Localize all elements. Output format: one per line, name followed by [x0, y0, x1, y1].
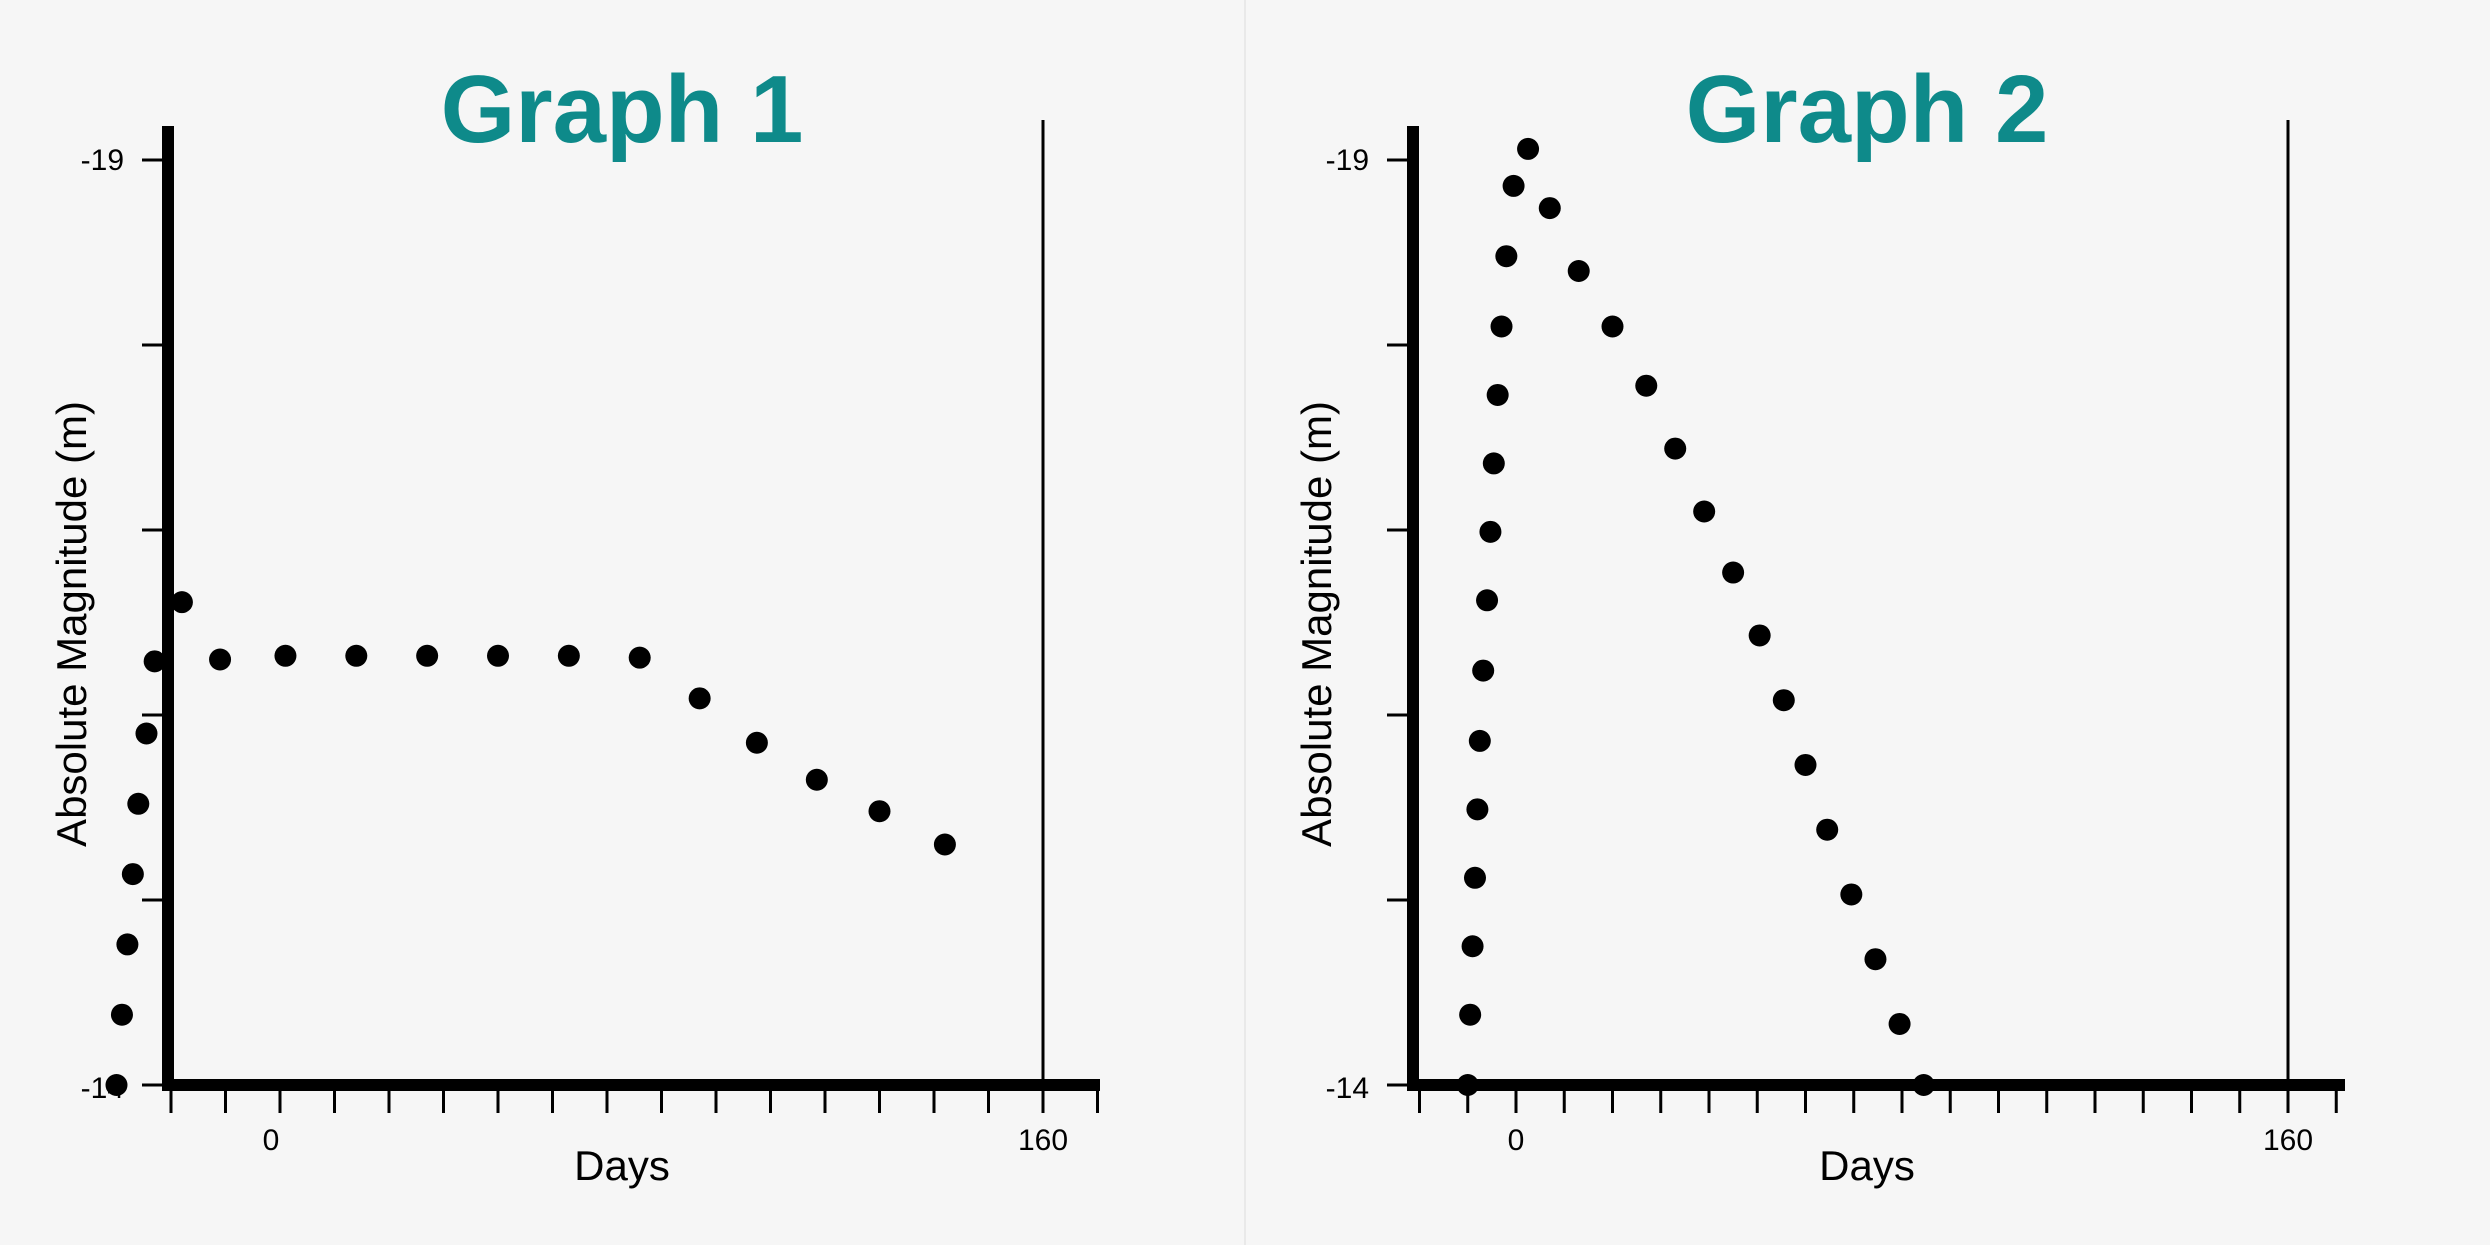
- graph-2-data-point: [1693, 500, 1716, 523]
- graph-2-data-point: [1476, 589, 1499, 612]
- graph-2-x-axis-label: Days: [1819, 1142, 1915, 1189]
- graph-1-data-point: [345, 644, 368, 667]
- graph-2-data-point: [1722, 561, 1745, 584]
- graph-2-data-point: [1748, 624, 1771, 647]
- graph-1-data-point: [105, 1074, 128, 1096]
- graph-2-data-point: [1864, 948, 1887, 971]
- graph-2-data-point: [1888, 1012, 1911, 1035]
- graph-1-data-point: [116, 933, 139, 956]
- graph-2-data-point: [1912, 1074, 1935, 1096]
- graph-2-data-point: [1772, 689, 1795, 712]
- graph-1-data-point: [745, 731, 768, 754]
- graph-1-data-point: [416, 644, 439, 667]
- graph-1-x-tick-label-zero: 0: [263, 1124, 280, 1157]
- graph-2-data-point: [1468, 729, 1491, 752]
- graph-2-data-point: [1635, 374, 1658, 397]
- graph-1-data-point: [805, 768, 828, 791]
- graph-2-data-point: [1482, 452, 1505, 475]
- graph-2-data-point: [1601, 315, 1624, 338]
- graph-1-data-point: [127, 792, 150, 815]
- graph-2-data-point: [1502, 174, 1525, 197]
- graph-1-data-point: [868, 800, 891, 823]
- graph-1-points: [105, 591, 956, 1096]
- graph-1-title: Graph 1: [441, 56, 804, 163]
- graph-2-data-point: [1664, 437, 1687, 460]
- graph-2-data-point: [1538, 197, 1561, 220]
- graph-2-x-tick-label-160: 160: [2263, 1124, 2313, 1157]
- graph-1-panel: Graph 1 Absolute Magnitude (m) Days -19 …: [48, 56, 1100, 1189]
- graph-2-data-point: [1479, 520, 1502, 543]
- graph-2-data-point: [1794, 753, 1817, 776]
- graph-2-data-point: [1816, 818, 1839, 841]
- graph-1-data-point: [628, 646, 651, 669]
- graph-1-data-point: [933, 833, 956, 856]
- graph-1-data-point: [209, 648, 232, 671]
- graph-1-axes: [142, 120, 1100, 1113]
- graph-2-y-axis-label: Absolute Magnitude (m): [1293, 401, 1340, 847]
- graph-1-data-point: [143, 650, 166, 673]
- graph-1-x-axis-label: Days: [574, 1142, 670, 1189]
- graph-2-y-tick-label-top: -19: [1326, 144, 1369, 177]
- graph-2-panel: Graph 2 Absolute Magnitude (m) Days -19 …: [1293, 56, 2345, 1189]
- graph-2-points: [1456, 137, 1935, 1096]
- graph-2-data-point: [1461, 935, 1484, 958]
- graph-1-x-tick-label-160: 160: [1018, 1124, 1068, 1157]
- panel-divider: [1244, 0, 1246, 1245]
- graph-2-data-point: [1490, 315, 1513, 338]
- graph-2-data-point: [1472, 659, 1495, 682]
- graph-2-data-point: [1517, 137, 1540, 160]
- graph-1-data-point: [688, 687, 711, 710]
- graph-2-data-point: [1466, 798, 1489, 821]
- graph-1-y-axis-label: Absolute Magnitude (m): [48, 401, 95, 847]
- graph-2-data-point: [1459, 1003, 1482, 1026]
- graph-2-data-point: [1495, 245, 1518, 268]
- graph-2-data-point: [1840, 883, 1863, 906]
- graph-2-data-point: [1456, 1074, 1479, 1096]
- graph-2-x-tick-label-zero: 0: [1508, 1124, 1525, 1157]
- graph-1-data-point: [487, 644, 509, 667]
- graph-1-y-tick-label-top: -19: [81, 144, 124, 177]
- graph-1-data-point: [110, 1003, 133, 1026]
- graph-2-data-point: [1463, 866, 1486, 889]
- graph-2-y-tick-label-bottom: -14: [1326, 1072, 1369, 1105]
- graph-2-data-point: [1486, 383, 1509, 406]
- graph-2-data-point: [1567, 260, 1590, 282]
- graph-1-data-point: [135, 722, 158, 745]
- graph-2-axes: [1387, 120, 2345, 1113]
- graph-1-data-point: [274, 644, 297, 667]
- graph-1-data-point: [170, 591, 193, 614]
- graph-1-data-point: [121, 863, 144, 886]
- graph-2-title: Graph 2: [1686, 56, 2049, 163]
- graph-1-data-point: [557, 644, 580, 667]
